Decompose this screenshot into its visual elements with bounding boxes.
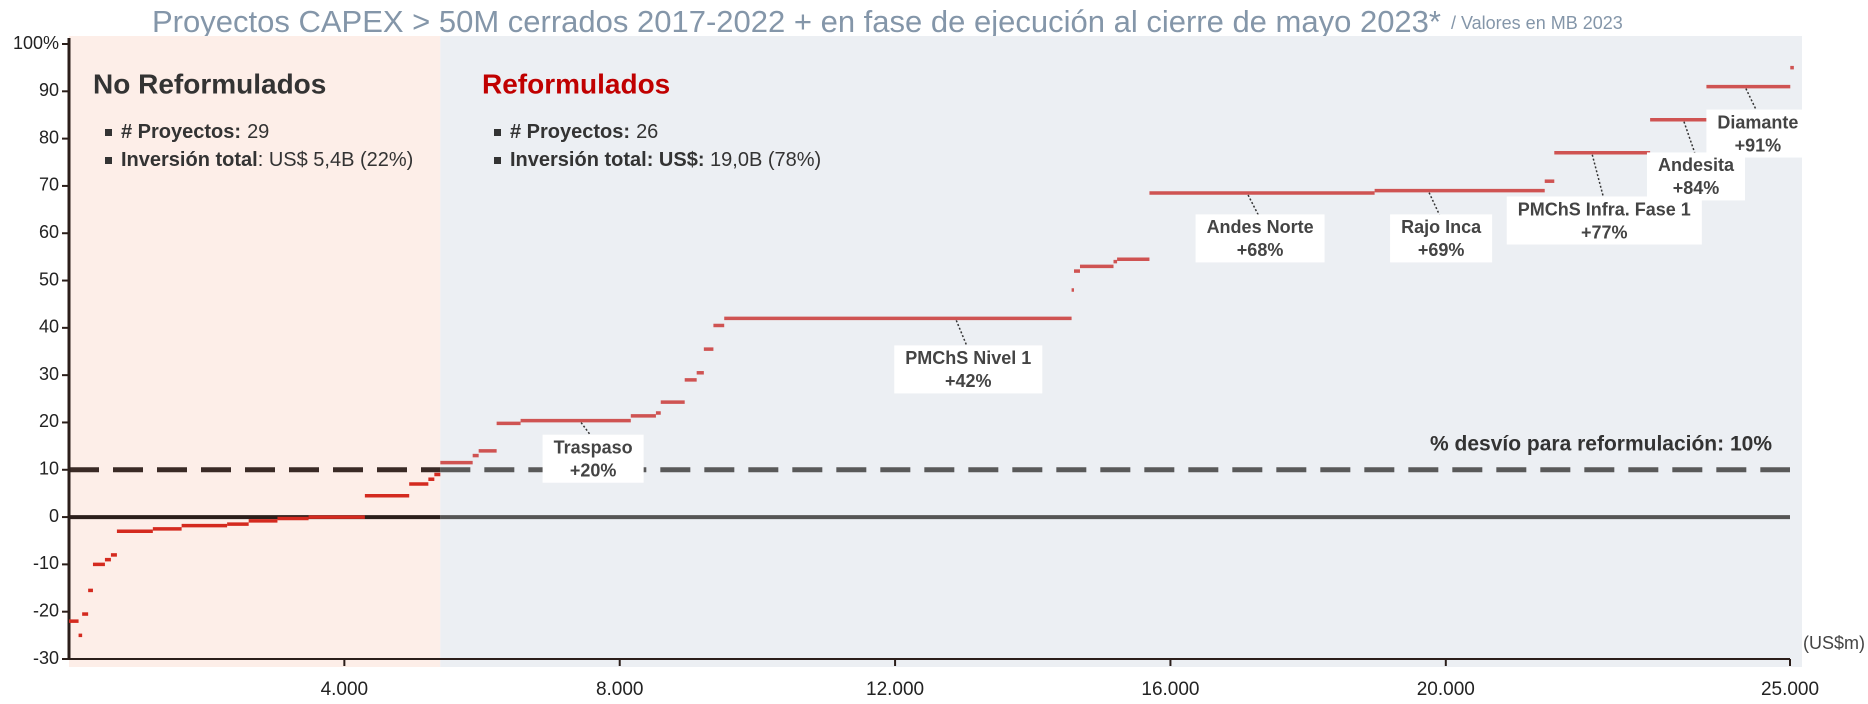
annotation-box bbox=[1506, 196, 1702, 245]
x-tick-label: 8.000 bbox=[596, 679, 644, 700]
y-tick-label: 50 bbox=[39, 269, 59, 289]
x-tick-label: 16.000 bbox=[1141, 679, 1199, 700]
bullet bbox=[494, 157, 501, 164]
panel-key: Inversión total: US$: bbox=[510, 149, 704, 171]
panel-value: 19,0B (78%) bbox=[704, 149, 821, 171]
annotation: Andesita +84% bbox=[1646, 121, 1745, 201]
y-tick-label: 40 bbox=[39, 317, 59, 337]
y-tick-label: -20 bbox=[33, 600, 59, 620]
annotation: Traspaso +20% bbox=[542, 422, 644, 483]
y-tick-label: 0 bbox=[49, 506, 59, 526]
annotation-label: Andes Norte bbox=[1207, 217, 1314, 237]
panel-title: No Reformulados bbox=[93, 68, 326, 99]
bullet bbox=[105, 129, 112, 136]
panel-value: 29 bbox=[247, 121, 269, 143]
panel-key: Inversión total bbox=[121, 149, 258, 171]
annotation: Diamante +91% bbox=[1706, 88, 1810, 158]
annotation-label: PMChS Infra. Fase 1 bbox=[1518, 199, 1691, 219]
panel-line: Inversión total: US$ 5,4B (22%) bbox=[121, 149, 413, 171]
leader-line bbox=[1428, 192, 1442, 219]
y-tick-label: 80 bbox=[39, 127, 59, 147]
annotation: Andes Norte +68% bbox=[1195, 194, 1325, 263]
annotation-value: +77% bbox=[1581, 222, 1628, 242]
y-tick-label: -30 bbox=[33, 648, 59, 668]
x-tick-label: 25.000 bbox=[1761, 679, 1819, 700]
annotation-label: Andesita bbox=[1658, 155, 1735, 175]
annotation-box bbox=[1646, 152, 1745, 201]
annotation: Rajo Inca +69% bbox=[1390, 192, 1493, 263]
y-tick-label: 10 bbox=[39, 459, 59, 479]
x-unit: (US$m) bbox=[1803, 633, 1865, 653]
x-tick-label: 4.000 bbox=[321, 679, 369, 700]
y-tick-label: 60 bbox=[39, 222, 59, 242]
threshold-label: % desvío para reformulación: 10% bbox=[1430, 432, 1772, 455]
panel-line: # Proyectos: 29 bbox=[121, 121, 269, 143]
region-background bbox=[69, 36, 441, 667]
y-tick-label: 20 bbox=[39, 411, 59, 431]
panel-value: : US$ 5,4B (22%) bbox=[258, 149, 414, 171]
y-tick-label: 90 bbox=[39, 80, 59, 100]
annotation-label: Traspaso bbox=[554, 437, 633, 457]
annotation-label: Rajo Inca bbox=[1401, 217, 1482, 237]
subtitle: / Valores en MB 2023 bbox=[1451, 13, 1623, 33]
y-tick-label: 30 bbox=[39, 364, 59, 384]
annotation-value: +42% bbox=[945, 371, 992, 391]
y-tick-label: 70 bbox=[39, 175, 59, 195]
annotation-value: +69% bbox=[1418, 240, 1465, 260]
annotation-value: +20% bbox=[570, 460, 617, 480]
annotation-value: +84% bbox=[1673, 178, 1720, 198]
chart-title: Proyectos CAPEX > 50M cerrados 2017-2022… bbox=[152, 4, 1623, 39]
y-tick-label: 100% bbox=[13, 33, 59, 53]
annotation: PMChS Infra. Fase 1 +77% bbox=[1506, 154, 1702, 245]
annotation-value: +91% bbox=[1735, 135, 1782, 155]
x-tick-label: 20.000 bbox=[1417, 679, 1475, 700]
panel-title: Reformulados bbox=[482, 68, 670, 99]
bullet bbox=[105, 157, 112, 164]
leader-line bbox=[1745, 88, 1759, 114]
bullet bbox=[494, 129, 501, 136]
panel-value: 26 bbox=[636, 121, 658, 143]
title: Proyectos CAPEX > 50M cerrados 2017-2022… bbox=[152, 4, 1441, 39]
y-tick-label: -10 bbox=[33, 553, 59, 573]
region-background bbox=[440, 36, 1802, 667]
annotation-label: Diamante bbox=[1717, 112, 1798, 132]
annotation-box bbox=[1390, 214, 1493, 263]
panel-line: # Proyectos: 26 bbox=[510, 121, 658, 143]
annotation-box bbox=[542, 434, 644, 483]
annotation-box bbox=[1706, 109, 1810, 158]
annotation-box bbox=[894, 345, 1043, 394]
leader-line bbox=[955, 320, 969, 350]
annotation: PMChS Nivel 1 +42% bbox=[894, 320, 1043, 394]
x-tick-label: 12.000 bbox=[866, 679, 924, 700]
panel-line: Inversión total: US$: 19,0B (78%) bbox=[510, 149, 821, 171]
panel-key: # Proyectos: bbox=[121, 121, 241, 143]
panel-key: # Proyectos: bbox=[510, 121, 630, 143]
annotation-label: PMChS Nivel 1 bbox=[905, 348, 1031, 368]
annotation-box bbox=[1195, 214, 1325, 263]
annotation-value: +68% bbox=[1237, 240, 1284, 260]
